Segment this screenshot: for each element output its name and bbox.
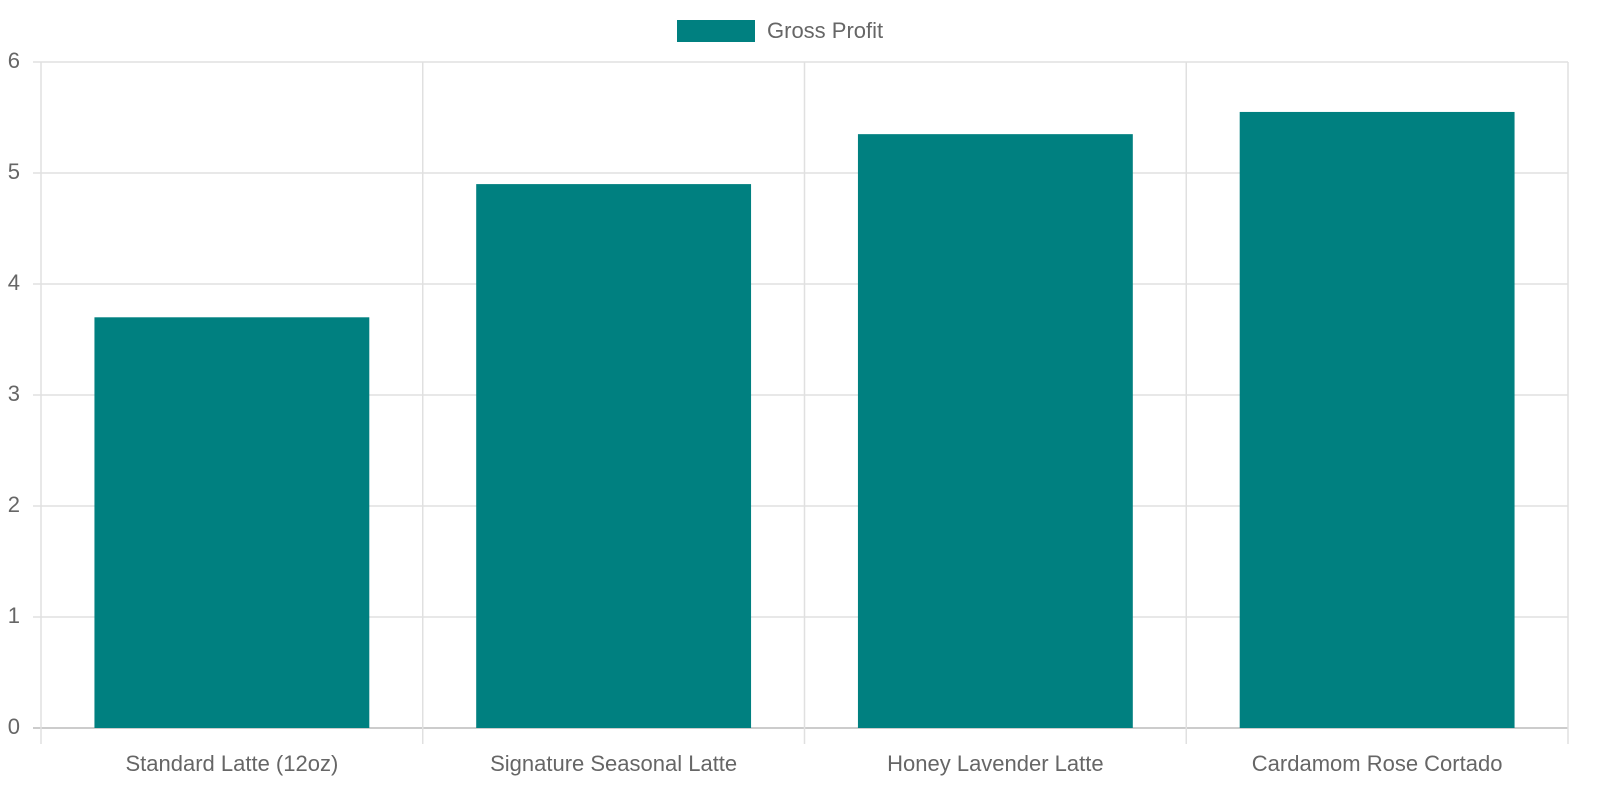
- bar: [1239, 111, 1515, 728]
- bar: [94, 317, 370, 728]
- y-tick-label: 0: [8, 714, 20, 739]
- legend-label[interactable]: Gross Profit: [767, 18, 883, 43]
- x-tick-label: Honey Lavender Latte: [887, 751, 1104, 776]
- y-tick-label: 5: [8, 159, 20, 184]
- y-tick-label: 2: [8, 492, 20, 517]
- x-tick-label: Cardamom Rose Cortado: [1252, 751, 1503, 776]
- y-tick-label: 6: [8, 48, 20, 73]
- x-tick-label: Standard Latte (12oz): [125, 751, 338, 776]
- y-tick-label: 4: [8, 270, 20, 295]
- y-tick-label: 1: [8, 603, 20, 628]
- bar: [857, 134, 1133, 728]
- x-tick-label: Signature Seasonal Latte: [490, 751, 737, 776]
- y-tick-label: 3: [8, 381, 20, 406]
- bar: [476, 184, 752, 729]
- legend-swatch[interactable]: [677, 20, 755, 42]
